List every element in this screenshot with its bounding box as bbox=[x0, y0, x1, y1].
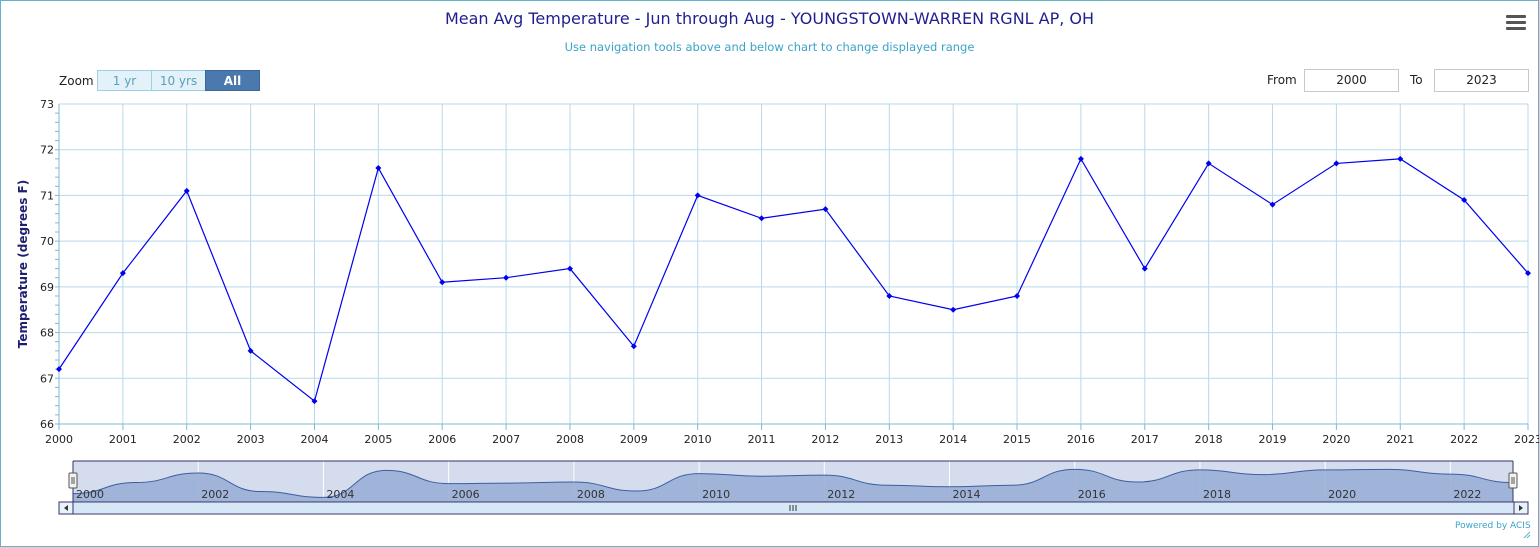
navigator-label: 2020 bbox=[1328, 488, 1356, 501]
x-tick-label: 2017 bbox=[1131, 433, 1159, 446]
y-tick-label: 70 bbox=[40, 235, 54, 248]
x-tick-label: 2023 bbox=[1514, 433, 1539, 446]
data-point bbox=[247, 347, 254, 354]
data-point bbox=[375, 165, 382, 171]
data-point bbox=[886, 293, 893, 299]
x-tick-label: 2013 bbox=[875, 433, 903, 446]
x-tick-label: 2003 bbox=[237, 433, 265, 446]
navigator-label: 2018 bbox=[1203, 488, 1231, 501]
x-tick-label: 2020 bbox=[1322, 433, 1350, 446]
handle-body bbox=[1508, 472, 1518, 489]
data-point bbox=[311, 398, 318, 405]
x-tick-label: 2000 bbox=[45, 433, 73, 446]
navigator-label: 2012 bbox=[827, 488, 855, 501]
data-point bbox=[119, 270, 126, 277]
data-point bbox=[950, 306, 957, 313]
navigator-label: 2010 bbox=[702, 488, 730, 501]
navigator-label: 2016 bbox=[1078, 488, 1106, 501]
x-tick-label: 2009 bbox=[620, 433, 648, 446]
x-tick-label: 2014 bbox=[939, 433, 967, 446]
navigator-label: 2000 bbox=[76, 488, 104, 501]
resize-line bbox=[1526, 534, 1531, 539]
data-point bbox=[439, 279, 446, 286]
hamburger-menu-icon[interactable] bbox=[1506, 15, 1526, 33]
chevron-left-icon bbox=[64, 505, 68, 511]
x-tick-label: 2019 bbox=[1259, 433, 1287, 446]
navigator-label: 2006 bbox=[452, 488, 480, 501]
data-point bbox=[1525, 270, 1531, 277]
y-tick-label: 68 bbox=[40, 327, 54, 340]
data-point bbox=[1141, 265, 1148, 272]
series-line bbox=[58, 157, 1529, 403]
x-tick-label: 2006 bbox=[428, 433, 456, 446]
range-to-label: To bbox=[1410, 73, 1423, 87]
x-tick-label: 2001 bbox=[109, 433, 137, 446]
navigator-label: 2004 bbox=[326, 488, 354, 501]
data-point bbox=[822, 206, 829, 213]
navigator-label: 2014 bbox=[953, 488, 981, 501]
x-tick-label: 2018 bbox=[1195, 433, 1223, 446]
range-from-label: From bbox=[1267, 73, 1297, 87]
credits-link[interactable]: Powered by ACIS bbox=[1455, 521, 1531, 531]
navigator-scrollbar[interactable] bbox=[58, 501, 1529, 515]
data-point bbox=[758, 215, 765, 222]
y-tick-label: 73 bbox=[40, 98, 54, 111]
data-point bbox=[503, 274, 510, 281]
data-point bbox=[1397, 155, 1404, 162]
x-tick-label: 2016 bbox=[1067, 433, 1095, 446]
x-tick-label: 2010 bbox=[684, 433, 712, 446]
data-point bbox=[1461, 197, 1468, 203]
chart-title: Mean Avg Temperature - Jun through Aug -… bbox=[444, 9, 1095, 28]
chevron-right-icon bbox=[1519, 505, 1523, 511]
range-from-input[interactable]: 2000 bbox=[1304, 69, 1399, 92]
data-point bbox=[1205, 160, 1212, 167]
resize-line bbox=[1523, 531, 1531, 539]
data-point bbox=[694, 192, 701, 199]
x-tick-label: 2015 bbox=[1003, 433, 1031, 446]
scrollbar-right-arrow[interactable] bbox=[1513, 501, 1529, 515]
resize-corner-icon bbox=[1523, 531, 1531, 539]
range-to-input[interactable]: 2023 bbox=[1434, 69, 1529, 92]
x-tick-label: 2021 bbox=[1386, 433, 1414, 446]
y-tick-label: 67 bbox=[40, 372, 54, 385]
scrollbar-grip-icon bbox=[789, 505, 797, 511]
handle-body bbox=[68, 472, 78, 489]
data-point bbox=[56, 366, 62, 373]
x-tick-label: 2011 bbox=[748, 433, 776, 446]
navigator-label: 2002 bbox=[201, 488, 229, 501]
y-axis-label: Temperature (degrees F) bbox=[16, 180, 30, 349]
data-point bbox=[1014, 293, 1021, 299]
x-tick-label: 2002 bbox=[173, 433, 201, 446]
zoom-all-button[interactable]: All bbox=[205, 70, 260, 91]
navigator-label: 2008 bbox=[577, 488, 605, 501]
zoom-label: Zoom bbox=[59, 74, 94, 88]
data-point bbox=[1269, 201, 1276, 208]
x-tick-label: 2008 bbox=[556, 433, 584, 446]
navigator-left-handle[interactable] bbox=[68, 472, 78, 489]
x-tick-label: 2005 bbox=[364, 433, 392, 446]
x-tick-label: 2012 bbox=[811, 433, 839, 446]
y-tick-label: 71 bbox=[40, 189, 54, 202]
zoom-10yrs-button[interactable]: 10 yrs bbox=[151, 70, 206, 91]
navigator-label: 2022 bbox=[1453, 488, 1481, 501]
y-tick-label: 69 bbox=[40, 281, 54, 294]
x-tick-label: 2007 bbox=[492, 433, 520, 446]
navigator-series-area bbox=[72, 468, 1514, 503]
x-tick-label: 2004 bbox=[300, 433, 328, 446]
data-point bbox=[566, 265, 573, 272]
data-point bbox=[183, 187, 190, 194]
chart-subtitle: Use navigation tools above and below cha… bbox=[564, 40, 975, 54]
data-point bbox=[1077, 155, 1084, 162]
x-tick-label: 2022 bbox=[1450, 433, 1478, 446]
scrollbar-left-arrow[interactable] bbox=[58, 501, 74, 515]
data-point bbox=[1333, 160, 1340, 167]
zoom-1yr-button[interactable]: 1 yr bbox=[97, 70, 152, 91]
y-tick-label: 66 bbox=[40, 418, 54, 431]
navigator-right-handle[interactable] bbox=[1508, 472, 1518, 489]
data-point bbox=[630, 343, 637, 350]
y-tick-label: 72 bbox=[40, 144, 54, 157]
